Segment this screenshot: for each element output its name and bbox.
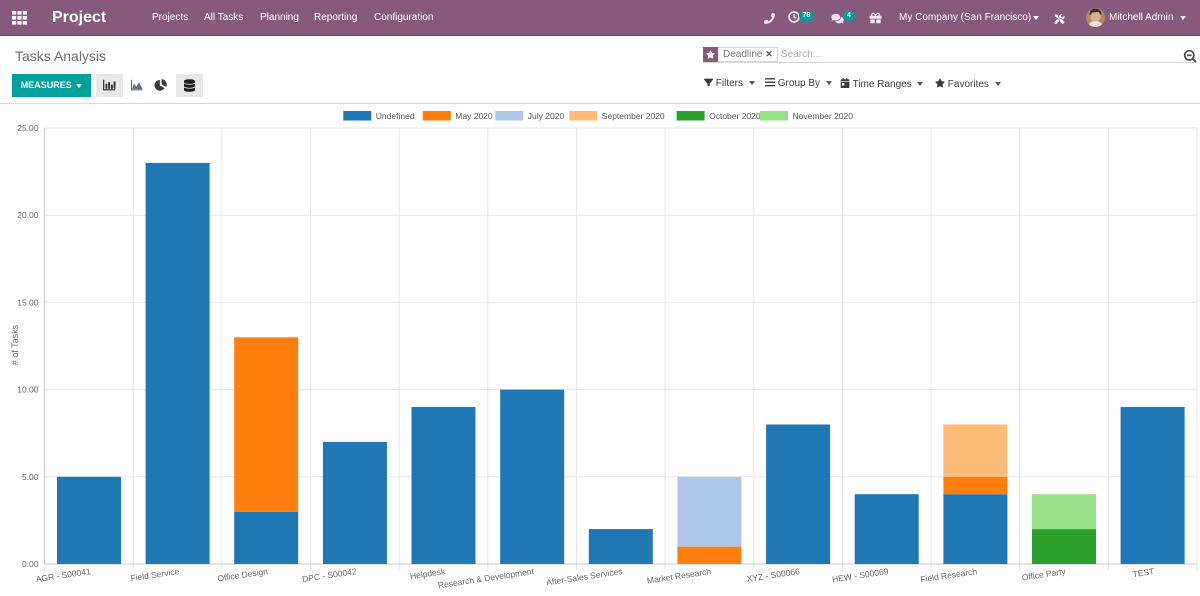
svg-text:May 2020: May 2020 bbox=[455, 111, 493, 121]
svg-text:Field Research: Field Research bbox=[920, 566, 978, 584]
svg-text:Market Research: Market Research bbox=[646, 566, 712, 585]
svg-text:5.00: 5.00 bbox=[22, 472, 39, 482]
svg-text:TEST: TEST bbox=[1132, 566, 1155, 579]
svg-text:DPC - S00042: DPC - S00042 bbox=[302, 566, 358, 584]
svg-text:November 2020: November 2020 bbox=[793, 111, 854, 121]
svg-text:After-Sales Services: After-Sales Services bbox=[545, 566, 623, 587]
svg-text:July 2020: July 2020 bbox=[528, 111, 565, 121]
svg-text:HEW - S00069: HEW - S00069 bbox=[831, 566, 889, 584]
svg-text:15.00: 15.00 bbox=[17, 297, 39, 307]
svg-text:Office Design: Office Design bbox=[217, 566, 269, 583]
svg-text:20.00: 20.00 bbox=[17, 210, 39, 220]
svg-text:Undefined: Undefined bbox=[376, 111, 415, 121]
svg-text:0.00: 0.00 bbox=[22, 559, 39, 569]
svg-text:# of Tasks: # of Tasks bbox=[10, 324, 20, 365]
svg-text:Office Party: Office Party bbox=[1021, 566, 1067, 583]
svg-text:10.00: 10.00 bbox=[17, 385, 39, 395]
svg-text:October 2020: October 2020 bbox=[709, 111, 761, 121]
svg-text:Field Service: Field Service bbox=[130, 566, 180, 583]
svg-text:September 2020: September 2020 bbox=[602, 111, 665, 121]
svg-text:Research & Development: Research & Development bbox=[437, 566, 535, 590]
svg-text:25.00: 25.00 bbox=[17, 123, 39, 133]
svg-text:AGR - S00041: AGR - S00041 bbox=[35, 566, 91, 584]
